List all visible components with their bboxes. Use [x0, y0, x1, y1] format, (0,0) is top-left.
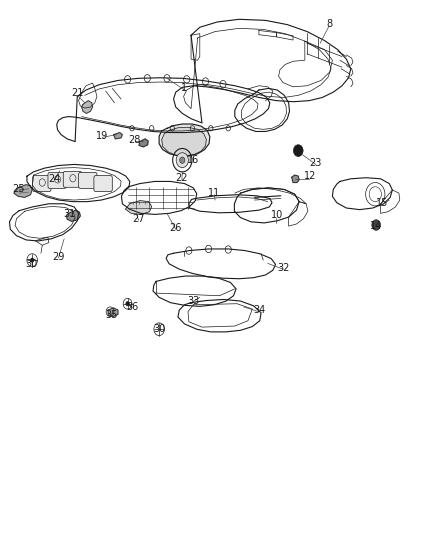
Polygon shape	[159, 124, 209, 156]
Text: 35: 35	[105, 310, 117, 320]
Text: 22: 22	[175, 173, 188, 183]
Circle shape	[371, 220, 380, 230]
Polygon shape	[139, 139, 148, 147]
Text: 10: 10	[271, 210, 283, 220]
Text: 34: 34	[253, 305, 265, 315]
FancyBboxPatch shape	[32, 175, 51, 191]
Text: 15: 15	[375, 198, 388, 208]
Polygon shape	[14, 184, 32, 197]
Polygon shape	[113, 133, 122, 139]
Circle shape	[293, 145, 302, 157]
Text: 32: 32	[277, 263, 290, 272]
Text: 12: 12	[303, 171, 315, 181]
Polygon shape	[81, 101, 92, 114]
Polygon shape	[291, 175, 298, 182]
Polygon shape	[125, 200, 151, 214]
FancyBboxPatch shape	[63, 171, 81, 187]
Polygon shape	[66, 210, 80, 221]
Text: 33: 33	[187, 295, 199, 305]
Circle shape	[126, 302, 129, 306]
Text: 19: 19	[96, 131, 108, 141]
Text: 21: 21	[71, 88, 83, 98]
Text: 8: 8	[326, 19, 332, 29]
Text: 1: 1	[181, 83, 187, 93]
Text: 24: 24	[48, 174, 60, 184]
Polygon shape	[161, 127, 206, 156]
FancyBboxPatch shape	[78, 172, 97, 188]
Text: 36: 36	[126, 302, 138, 312]
Text: 30: 30	[25, 259, 37, 269]
Circle shape	[30, 258, 34, 262]
Text: 16: 16	[187, 155, 199, 165]
Text: 30: 30	[153, 324, 165, 334]
Circle shape	[179, 157, 184, 164]
Text: 25: 25	[12, 184, 25, 195]
Polygon shape	[108, 308, 118, 317]
Text: 23: 23	[309, 158, 321, 168]
Text: 11: 11	[208, 188, 220, 198]
Text: 31: 31	[64, 209, 76, 220]
Text: 27: 27	[132, 214, 145, 224]
Text: 26: 26	[169, 223, 181, 233]
FancyBboxPatch shape	[48, 172, 66, 188]
Text: 28: 28	[128, 135, 141, 145]
FancyBboxPatch shape	[94, 175, 112, 191]
Text: 14: 14	[369, 221, 381, 231]
Circle shape	[176, 153, 188, 167]
Text: 29: 29	[52, 252, 64, 262]
